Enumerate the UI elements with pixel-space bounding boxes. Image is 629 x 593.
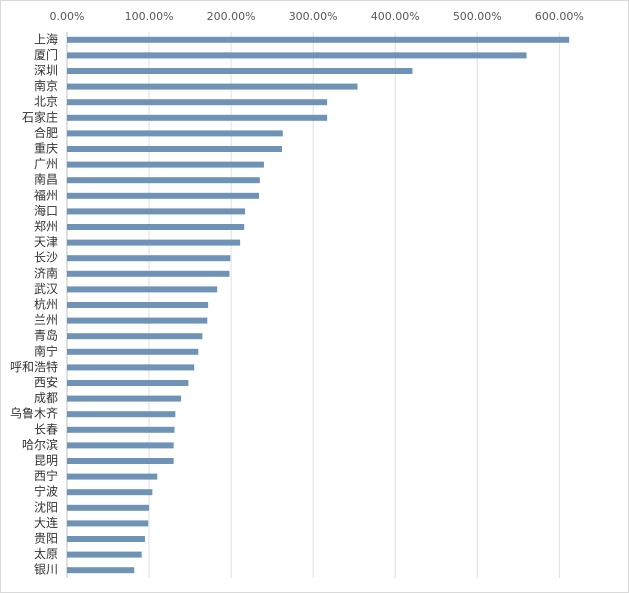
bar [67,177,260,184]
y-tick-label: 成都 [34,391,58,405]
y-tick-label: 杭州 [34,297,58,312]
y-tick-label: 郑州 [34,219,58,234]
bar [67,348,199,355]
y-tick-label: 太原 [34,546,58,561]
bar [67,551,142,558]
bar [67,489,153,496]
y-tick-label: 北京 [34,95,58,109]
x-tick-label: 600.00% [535,10,584,23]
y-tick-label: 广州 [34,157,58,171]
y-tick-label: 青岛 [34,328,58,343]
bar [67,458,174,464]
y-tick-label: 福州 [34,187,58,202]
bar [67,146,282,152]
bar [67,286,218,293]
bar [67,426,175,433]
bar [67,239,241,246]
y-tick-label: 贵阳 [34,532,58,546]
bar [67,380,189,386]
y-tick-label: 南宁 [34,343,58,358]
bar [67,442,174,449]
y-tick-label: 兰州 [34,313,58,327]
bar [67,504,150,511]
y-tick-label: 呼和浩特 [10,359,58,374]
y-tick-label: 南昌 [34,172,58,187]
y-tick-label: 乌鲁木齐 [10,406,58,421]
y-tick-label: 合肥 [34,125,58,140]
x-tick-label: 100.00% [125,10,174,23]
y-tick-label: 上海 [34,31,58,46]
bar [67,333,203,340]
x-tick-label: 500.00% [453,10,502,23]
y-tick-label: 银川 [34,563,58,577]
bar [67,536,145,542]
y-tick-label: 长沙 [34,251,58,265]
bar [67,161,264,168]
bar [67,224,245,230]
x-tick-label: 200.00% [207,10,256,23]
bar [67,395,182,402]
bar [67,411,176,418]
bar [67,52,527,59]
bar [67,302,209,308]
y-tick-label: 天津 [34,235,58,249]
y-tick-label: 深圳 [34,64,58,78]
x-tick-label: 300.00% [289,10,338,23]
bar [67,270,230,277]
bar [67,192,260,199]
bar [67,520,149,527]
y-tick-label: 济南 [34,265,58,280]
bar [67,567,135,574]
bar [67,473,158,480]
y-tick-label: 西宁 [34,468,58,483]
bar [67,364,195,371]
bar [67,130,283,137]
y-tick-label: 哈尔滨 [22,437,58,452]
bar [67,208,246,215]
y-tick-label: 武汉 [34,282,58,296]
y-tick-label: 宁波 [34,484,58,499]
y-tick-label: 石家庄 [22,109,58,124]
bar [67,83,358,90]
bar [67,68,413,74]
bar [67,255,231,262]
bar [67,36,570,43]
y-tick-label: 南京 [34,78,58,93]
bar [67,114,328,121]
y-tick-label: 大连 [34,515,58,530]
bar [67,99,328,106]
y-tick-label: 西安 [34,375,58,390]
y-tick-label: 厦门 [34,47,58,62]
x-tick-label: 0.00% [50,10,85,23]
bar [67,317,208,324]
y-tick-label: 海口 [34,203,58,218]
x-tick-label: 400.00% [371,10,420,23]
y-tick-label: 沈阳 [34,499,58,514]
y-tick-label: 昆明 [34,454,58,468]
y-tick-label: 长春 [34,422,58,436]
y-tick-label: 重庆 [34,142,58,156]
